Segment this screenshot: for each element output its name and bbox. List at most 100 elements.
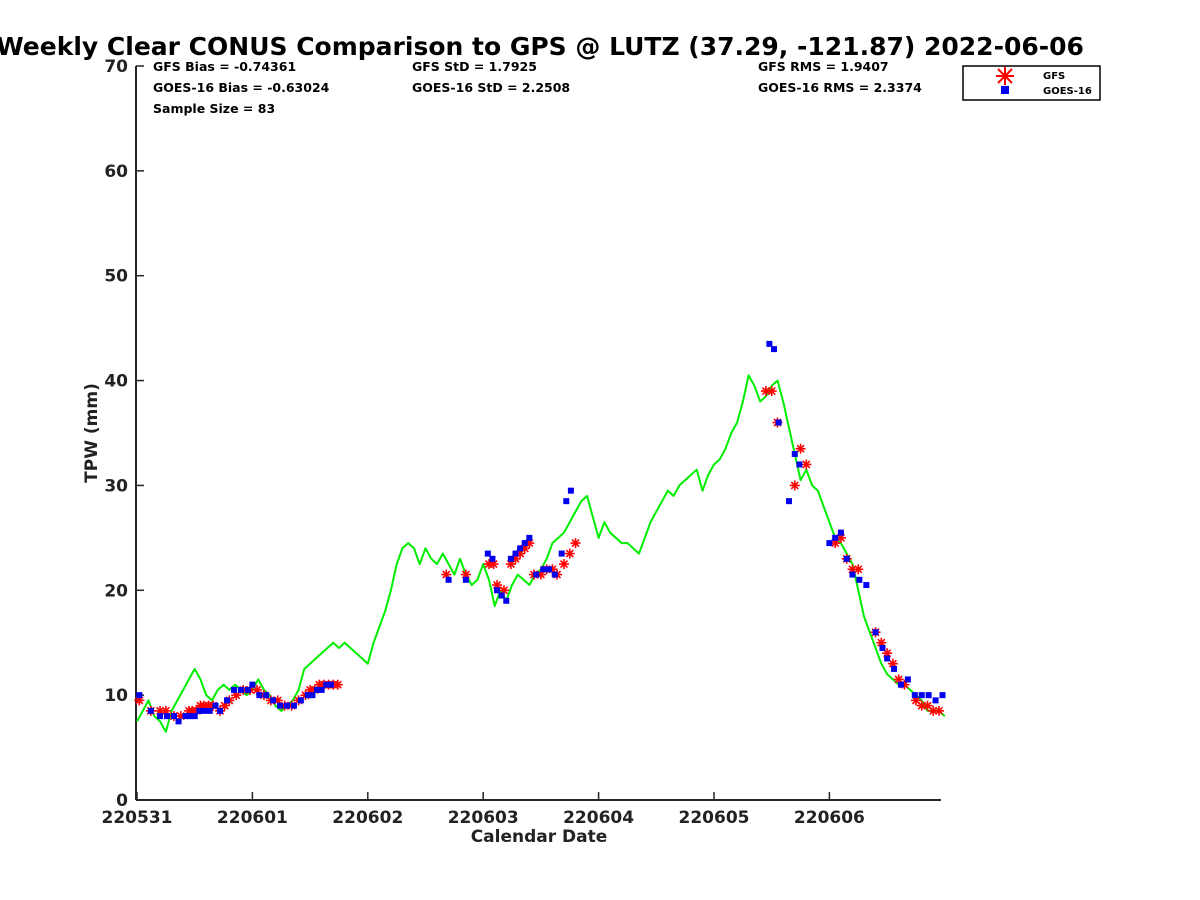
goes-point (206, 707, 213, 714)
goes-point (526, 534, 533, 541)
goes-point (849, 571, 856, 578)
gfs-point (789, 480, 800, 491)
goes-point (290, 702, 297, 709)
y-tick-label: 50 (104, 267, 128, 287)
gfs-point-stroke (796, 444, 805, 453)
goes-point (786, 498, 793, 505)
goes-point (533, 571, 540, 578)
x-tick-label: 220603 (448, 808, 519, 828)
gfs-point-stroke (442, 570, 451, 579)
gfs-point (853, 564, 864, 575)
goes-point (175, 718, 182, 725)
goes-point (766, 340, 773, 347)
goes-point (918, 692, 925, 699)
gfs-std-text: GFS StD = 1.7925 (412, 59, 537, 74)
goes-point (217, 707, 224, 714)
legend-goes-label: GOES-16 (1043, 86, 1092, 97)
x-tick-label: 220602 (332, 808, 403, 828)
goes-point (263, 692, 270, 699)
x-tick-label: 220606 (794, 808, 865, 828)
goes-point (484, 550, 491, 557)
goes-point (327, 681, 334, 688)
x-tick-label: 220605 (679, 808, 750, 828)
goes-point (884, 655, 891, 662)
goes-point (191, 713, 198, 720)
goes-point (244, 686, 251, 693)
gfs-point (801, 459, 812, 470)
gfs-point (332, 679, 343, 690)
y-tick-label: 10 (104, 686, 128, 706)
goes-point (832, 534, 839, 541)
legend-goes-marker (1001, 86, 1009, 94)
x-tick-label: 220604 (563, 808, 634, 828)
goes-point (521, 540, 528, 547)
goes-point (196, 707, 203, 714)
goes-point (297, 697, 304, 704)
goes-point (445, 576, 452, 583)
gfs-point-stroke (161, 706, 170, 715)
goes-point (462, 576, 469, 583)
gfs-point-stroke (767, 386, 776, 396)
legend-gfs-label: GFS (1043, 71, 1065, 82)
gfs-point-stroke (252, 685, 262, 694)
gfs-point-stroke (790, 481, 799, 490)
gfs-point (766, 386, 777, 397)
goes-point (843, 555, 850, 562)
goes-point (503, 597, 510, 604)
goes-point (170, 713, 177, 720)
goes-point (256, 692, 263, 699)
goes-point (200, 707, 207, 714)
goes-point (558, 550, 565, 557)
goes-point (837, 529, 844, 536)
y-axis-label: TPW (mm) (82, 383, 102, 483)
gfs-point-stroke (571, 539, 580, 548)
goes-point (563, 498, 570, 505)
legend: GFS GOES-16 (962, 65, 1101, 101)
legend-box (962, 65, 1101, 101)
goes-point (309, 692, 316, 699)
x-tick-label: 220601 (217, 808, 288, 828)
gfs-rms-text: GFS RMS = 1.9407 (758, 59, 889, 74)
gfs-point (934, 705, 945, 716)
gfs-point (564, 548, 575, 559)
goes-point (863, 582, 870, 589)
gfs-point-stroke (877, 638, 886, 647)
goes-point (512, 550, 519, 557)
gfs-point-stroke (565, 549, 574, 558)
y-tick-label: 0 (116, 791, 128, 811)
y-tick-label: 70 (104, 57, 128, 77)
goes-point (164, 713, 171, 720)
gfs-point-stroke (489, 560, 498, 569)
goes-point (507, 555, 514, 562)
goes-std-text: GOES-16 StD = 2.2508 (412, 80, 570, 95)
goes-point (567, 487, 574, 494)
gfs-point-stroke (333, 680, 342, 689)
y-tick-label: 30 (104, 476, 128, 496)
goes-point (494, 587, 501, 594)
statistics-panel: GFS Bias = -0.74361 GOES-16 Bias = -0.63… (153, 59, 922, 116)
goes-point (270, 697, 277, 704)
gfs-point (570, 538, 581, 549)
gfs-point-stroke (802, 460, 811, 469)
goes-point (517, 545, 524, 552)
gfs-point-stroke (911, 696, 921, 705)
goes-point (904, 676, 911, 683)
goes-point (925, 692, 932, 699)
goes-point (791, 450, 798, 457)
gfs-point-stroke (854, 565, 863, 574)
goes-point (540, 566, 547, 573)
goes-point (796, 461, 803, 468)
goes-point (318, 686, 325, 693)
goes-point (323, 681, 330, 688)
goes-point (932, 697, 939, 704)
goes-point (147, 707, 154, 714)
chart-title: Weekly Clear CONUS Comparison to GPS @ L… (0, 32, 1084, 61)
x-tick-label: 220531 (102, 808, 173, 828)
sample-size-text: Sample Size = 83 (153, 101, 275, 116)
gfs-point-stroke (888, 659, 897, 668)
goes-rms-text: GOES-16 RMS = 2.3374 (758, 80, 922, 95)
goes-point (498, 592, 505, 599)
goes-point (897, 681, 904, 688)
gfs-point-stroke (934, 706, 944, 715)
